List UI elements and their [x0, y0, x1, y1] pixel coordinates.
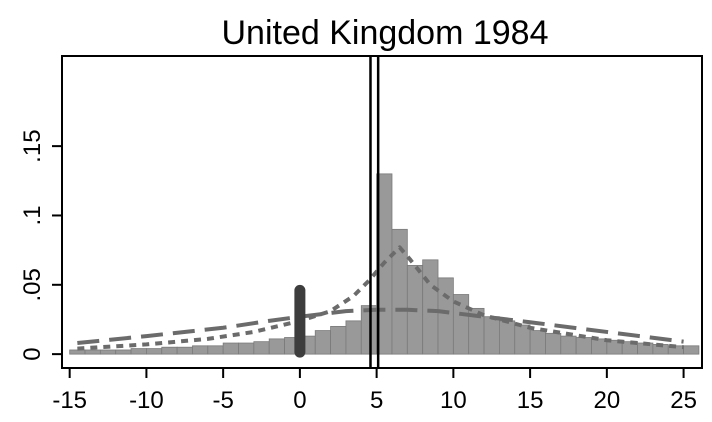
- histogram-bar: [177, 347, 192, 354]
- histogram-bar: [238, 343, 253, 354]
- chart-title: United Kingdom 1984: [221, 14, 548, 52]
- histogram-bar: [254, 342, 269, 354]
- histogram-bar: [684, 346, 699, 354]
- x-tick-label: 0: [293, 387, 306, 414]
- histogram-bar: [192, 346, 207, 354]
- y-tick-label: 0: [19, 347, 46, 360]
- histogram-bar: [85, 350, 100, 354]
- histogram-bar: [100, 350, 115, 354]
- histogram-bar: [561, 336, 576, 354]
- histogram-bar: [70, 350, 85, 354]
- y-tick-label: .1: [19, 205, 46, 225]
- histogram-bar: [484, 317, 499, 354]
- y-tick-label: .15: [19, 129, 46, 162]
- histogram-bar: [515, 325, 530, 354]
- histogram-bar: [223, 343, 238, 354]
- x-tick-label: 5: [370, 387, 383, 414]
- histogram-bar: [346, 321, 361, 354]
- histogram-bar: [131, 349, 146, 355]
- x-tick-label: -10: [129, 387, 164, 414]
- histogram-bar: [423, 260, 438, 354]
- x-tick-label: -15: [52, 387, 87, 414]
- y-tick-label: .05: [19, 268, 46, 301]
- histogram-bar: [361, 306, 376, 355]
- histogram-bar: [315, 331, 330, 355]
- histogram-bar: [576, 337, 591, 354]
- histogram-bar: [331, 326, 346, 354]
- x-tick-label: 20: [593, 387, 620, 414]
- x-tick-label: 15: [517, 387, 544, 414]
- histogram-bar: [146, 349, 161, 355]
- histogram-bar: [116, 350, 131, 354]
- histogram-bar: [208, 346, 223, 354]
- histogram-bar: [545, 333, 560, 354]
- histogram-bar: [269, 339, 284, 354]
- histogram-bar: [499, 321, 514, 354]
- histogram-bar: [162, 347, 177, 354]
- x-tick-label: -5: [212, 387, 233, 414]
- x-tick-label: 25: [670, 387, 697, 414]
- histogram-bar: [438, 278, 453, 354]
- x-tick-label: 10: [440, 387, 467, 414]
- histogram-bar: [530, 331, 545, 355]
